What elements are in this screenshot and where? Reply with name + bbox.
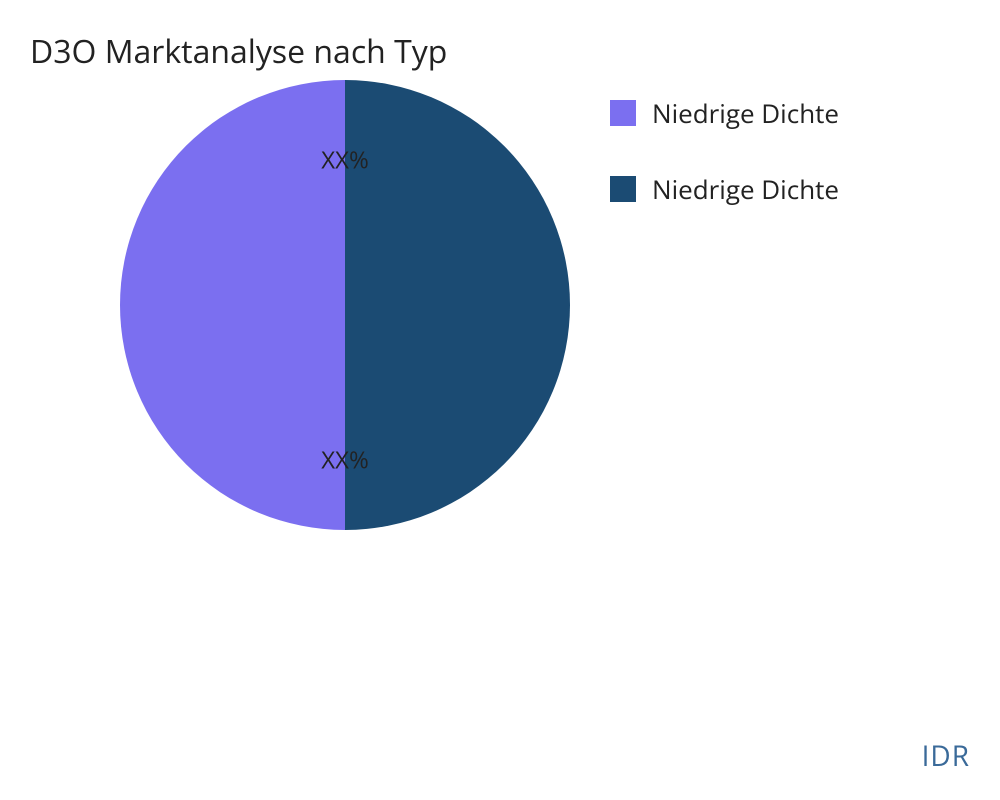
pie-slice-1 (120, 80, 345, 530)
legend-label-1: Niedrige Dichte (652, 171, 839, 207)
pie-chart: XX% XX% (120, 80, 570, 530)
slice-label-1: XX% (321, 444, 369, 477)
legend-swatch-1 (610, 176, 636, 202)
pie-slice-0 (345, 80, 570, 530)
legend-item-0: Niedrige Dichte (610, 95, 839, 131)
legend-item-1: Niedrige Dichte (610, 171, 839, 207)
legend-swatch-0 (610, 100, 636, 126)
legend: Niedrige Dichte Niedrige Dichte (610, 95, 839, 207)
slice-label-0: XX% (321, 144, 369, 177)
chart-title: D3O Marktanalyse nach Typ (30, 30, 447, 73)
watermark: IDR (922, 737, 970, 775)
legend-label-0: Niedrige Dichte (652, 95, 839, 131)
